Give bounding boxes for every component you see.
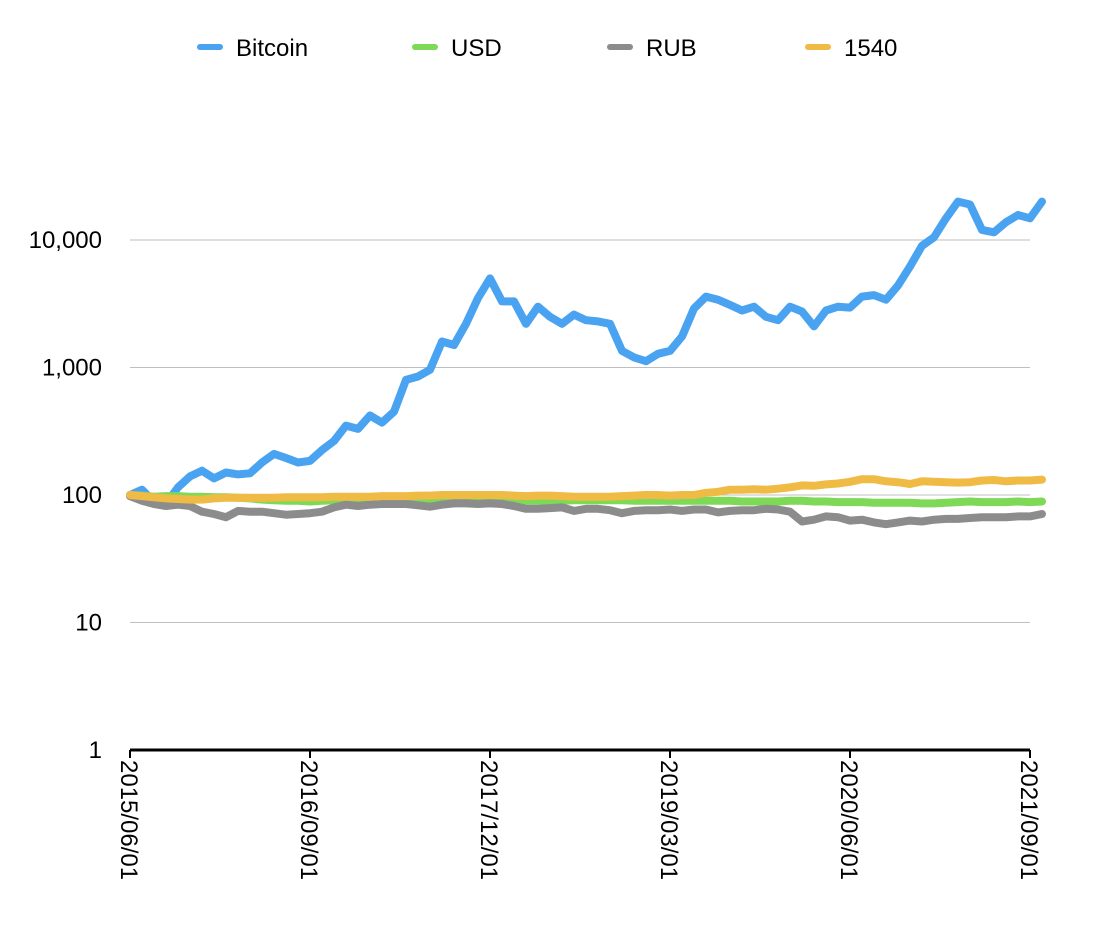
y-tick-label: 1 — [89, 737, 102, 764]
y-tick-label: 10,000 — [29, 227, 102, 254]
x-tick-label: 2017/12/01 — [475, 760, 502, 880]
legend-label: Bitcoin — [236, 35, 308, 62]
series-line-rub — [126, 492, 1046, 529]
gridlines — [130, 239, 1030, 623]
legend-item-1540: 1540 — [805, 35, 897, 62]
legend-label: USD — [451, 35, 502, 62]
x-tick-label: 2021/09/01 — [1015, 760, 1042, 880]
x-tick-label: 2016/09/01 — [295, 760, 322, 880]
x-tick-label: 2020/06/01 — [835, 760, 862, 880]
series-line-1540 — [126, 475, 1046, 504]
legend-label: 1540 — [844, 35, 897, 62]
axes: 1 10 100 1,000 10,000 2015/06/01 2016/09/01 201… — [29, 227, 1042, 880]
series-layer — [126, 197, 1046, 529]
x-tick-label: 2015/06/01 — [115, 760, 142, 880]
y-tick-label: 1,000 — [42, 355, 102, 382]
legend: Bitcoin USD RUB 1540 — [197, 35, 897, 62]
legend-label: RUB — [646, 35, 697, 62]
y-tick-label: 10 — [75, 610, 102, 637]
legend-item-usd: USD — [412, 35, 502, 62]
legend-item-bitcoin: Bitcoin — [197, 35, 308, 62]
series-line-bitcoin — [126, 197, 1046, 508]
legend-item-rub: RUB — [607, 35, 697, 62]
y-tick-label: 100 — [62, 482, 102, 509]
x-tick-label: 2019/03/01 — [655, 760, 682, 880]
